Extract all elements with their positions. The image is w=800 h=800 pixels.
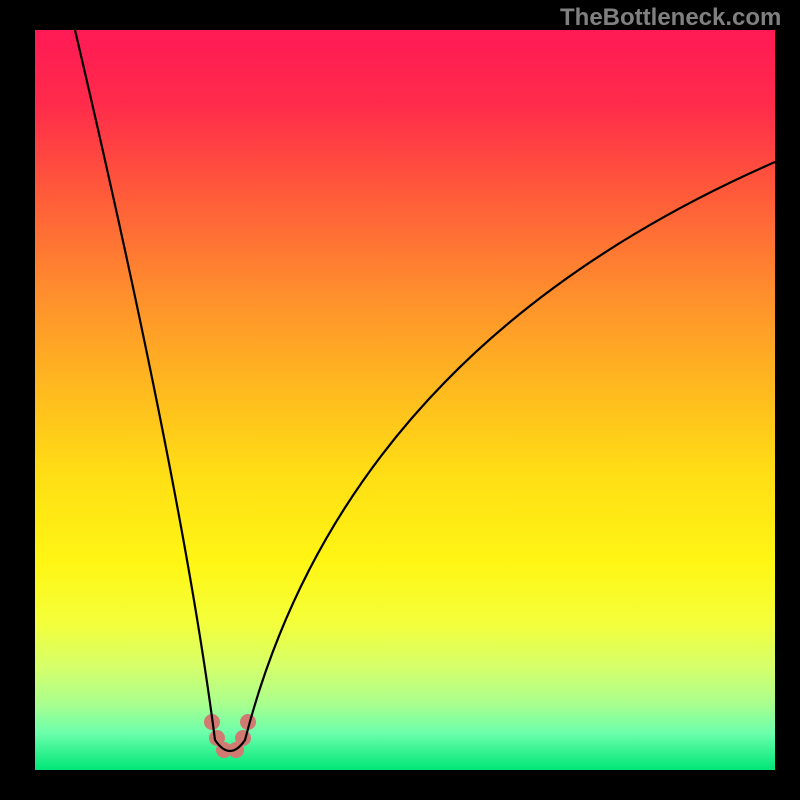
- watermark-text: TheBottleneck.com: [560, 4, 781, 32]
- bottleneck-chart: [0, 0, 800, 800]
- plot-background: [35, 30, 775, 770]
